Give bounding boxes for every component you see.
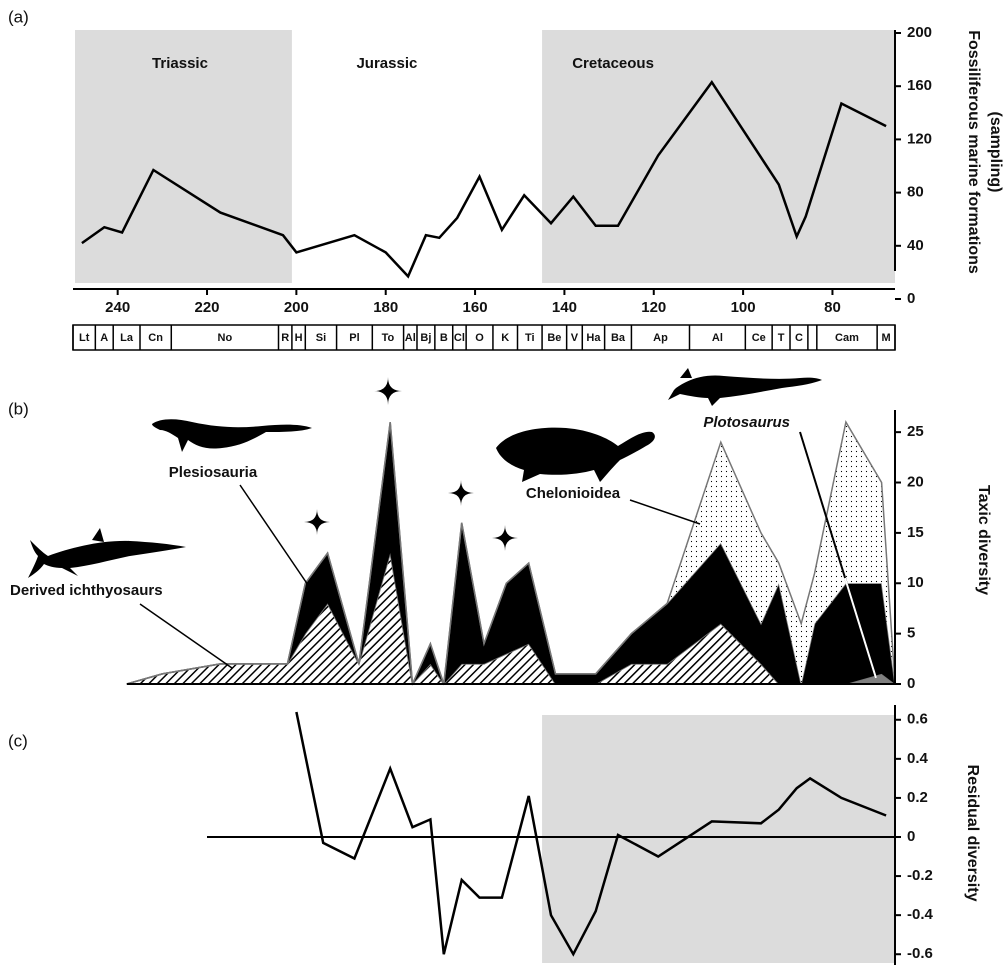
annotation-pointer xyxy=(630,500,700,524)
stage-label: M xyxy=(881,332,890,344)
y-tick-label: 15 xyxy=(907,524,924,541)
y-tick-label: 20 xyxy=(907,473,924,490)
series-label: Derived ichthyosaurs xyxy=(10,582,163,599)
period-label: Triassic xyxy=(152,55,208,72)
y-tick-label: 0 xyxy=(907,290,915,307)
panel-label: (c) xyxy=(8,731,28,750)
stage-label: K xyxy=(501,332,509,344)
series-label: Plotosaurus xyxy=(703,414,790,431)
stage-label: A xyxy=(100,332,108,344)
x-tick-label: 240 xyxy=(105,299,130,316)
y-tick-label: 200 xyxy=(907,24,932,41)
y-tick-label: 80 xyxy=(907,184,924,201)
stage-label: B xyxy=(440,332,448,344)
y-axis-label: Fossiliferous marine formations xyxy=(965,30,982,274)
stage-label: Lt xyxy=(79,332,90,344)
x-tick-label: 160 xyxy=(463,299,488,316)
stage-label: To xyxy=(382,332,395,344)
stage-label: Cam xyxy=(835,332,859,344)
y-tick-label: 10 xyxy=(907,574,924,591)
y-tick-label: -0.2 xyxy=(907,867,933,884)
stage-label: Ce xyxy=(752,332,766,344)
y-tick-label: -0.4 xyxy=(907,906,934,923)
stage-label: Bj xyxy=(420,332,431,344)
stage-label: Ap xyxy=(653,332,668,344)
y-tick-label: 25 xyxy=(907,423,924,440)
star-marker xyxy=(304,509,330,535)
stage-label: Ti xyxy=(525,332,535,344)
y-axis-label: Taxic diversity xyxy=(975,485,992,595)
annotation-pointer xyxy=(240,485,308,585)
series-label: Chelonioidea xyxy=(526,485,621,502)
stage-label: Al xyxy=(405,332,416,344)
stage-label: O xyxy=(475,332,484,344)
stage-label: Ha xyxy=(586,332,601,344)
x-tick-label: 100 xyxy=(731,299,756,316)
stage-label: R xyxy=(281,332,289,344)
y-tick-label: 0 xyxy=(907,675,915,692)
stage-label: C xyxy=(795,332,803,344)
stage-label: Al xyxy=(712,332,723,344)
stage-label: V xyxy=(571,332,579,344)
figure: TriassicJurassicCretaceous04080120160200… xyxy=(0,0,1005,975)
y-tick-label: 0.4 xyxy=(907,750,929,767)
y-tick-label: 160 xyxy=(907,77,932,94)
stage-label: No xyxy=(218,332,233,344)
annotation-pointer xyxy=(140,604,232,668)
stage-label: Cn xyxy=(148,332,163,344)
y-tick-label: 5 xyxy=(907,625,915,642)
series-label: Plesiosauria xyxy=(169,464,258,481)
y-tick-label: 0.6 xyxy=(907,711,928,728)
ichthyosaur-silhouette xyxy=(28,528,186,578)
x-tick-label: 80 xyxy=(824,299,841,316)
x-tick-label: 200 xyxy=(284,299,309,316)
stage-label: Si xyxy=(316,332,326,344)
period-label: Cretaceous xyxy=(572,55,654,72)
panel-label: (b) xyxy=(8,399,29,418)
y-axis-label: Residual diversity xyxy=(964,765,981,902)
stage-label: Cl xyxy=(454,332,465,344)
x-tick-label: 220 xyxy=(195,299,220,316)
y-tick-label: -0.6 xyxy=(907,945,933,962)
stage-label: Ba xyxy=(611,332,626,344)
y-axis-label: (sampling) xyxy=(987,112,1004,193)
y-tick-label: 0 xyxy=(907,828,915,845)
star-marker xyxy=(374,377,402,405)
x-tick-label: 180 xyxy=(373,299,398,316)
x-tick-label: 120 xyxy=(641,299,666,316)
stage-label: La xyxy=(120,332,134,344)
panel-label: (a) xyxy=(8,7,29,26)
stage-label: Pl xyxy=(349,332,359,344)
turtle-silhouette xyxy=(496,428,655,482)
y-tick-label: 0.2 xyxy=(907,789,928,806)
stage-label: T xyxy=(778,332,785,344)
stage-label: H xyxy=(295,332,303,344)
stage-label: Be xyxy=(547,332,561,344)
y-tick-label: 120 xyxy=(907,130,932,147)
period-shading xyxy=(542,715,895,963)
star-marker xyxy=(448,480,474,506)
period-label: Jurassic xyxy=(356,55,417,72)
mosasaur-silhouette xyxy=(668,368,822,406)
plesiosaur-silhouette xyxy=(152,419,312,452)
y-tick-label: 40 xyxy=(907,237,924,254)
star-marker xyxy=(492,525,518,551)
x-tick-label: 140 xyxy=(552,299,577,316)
